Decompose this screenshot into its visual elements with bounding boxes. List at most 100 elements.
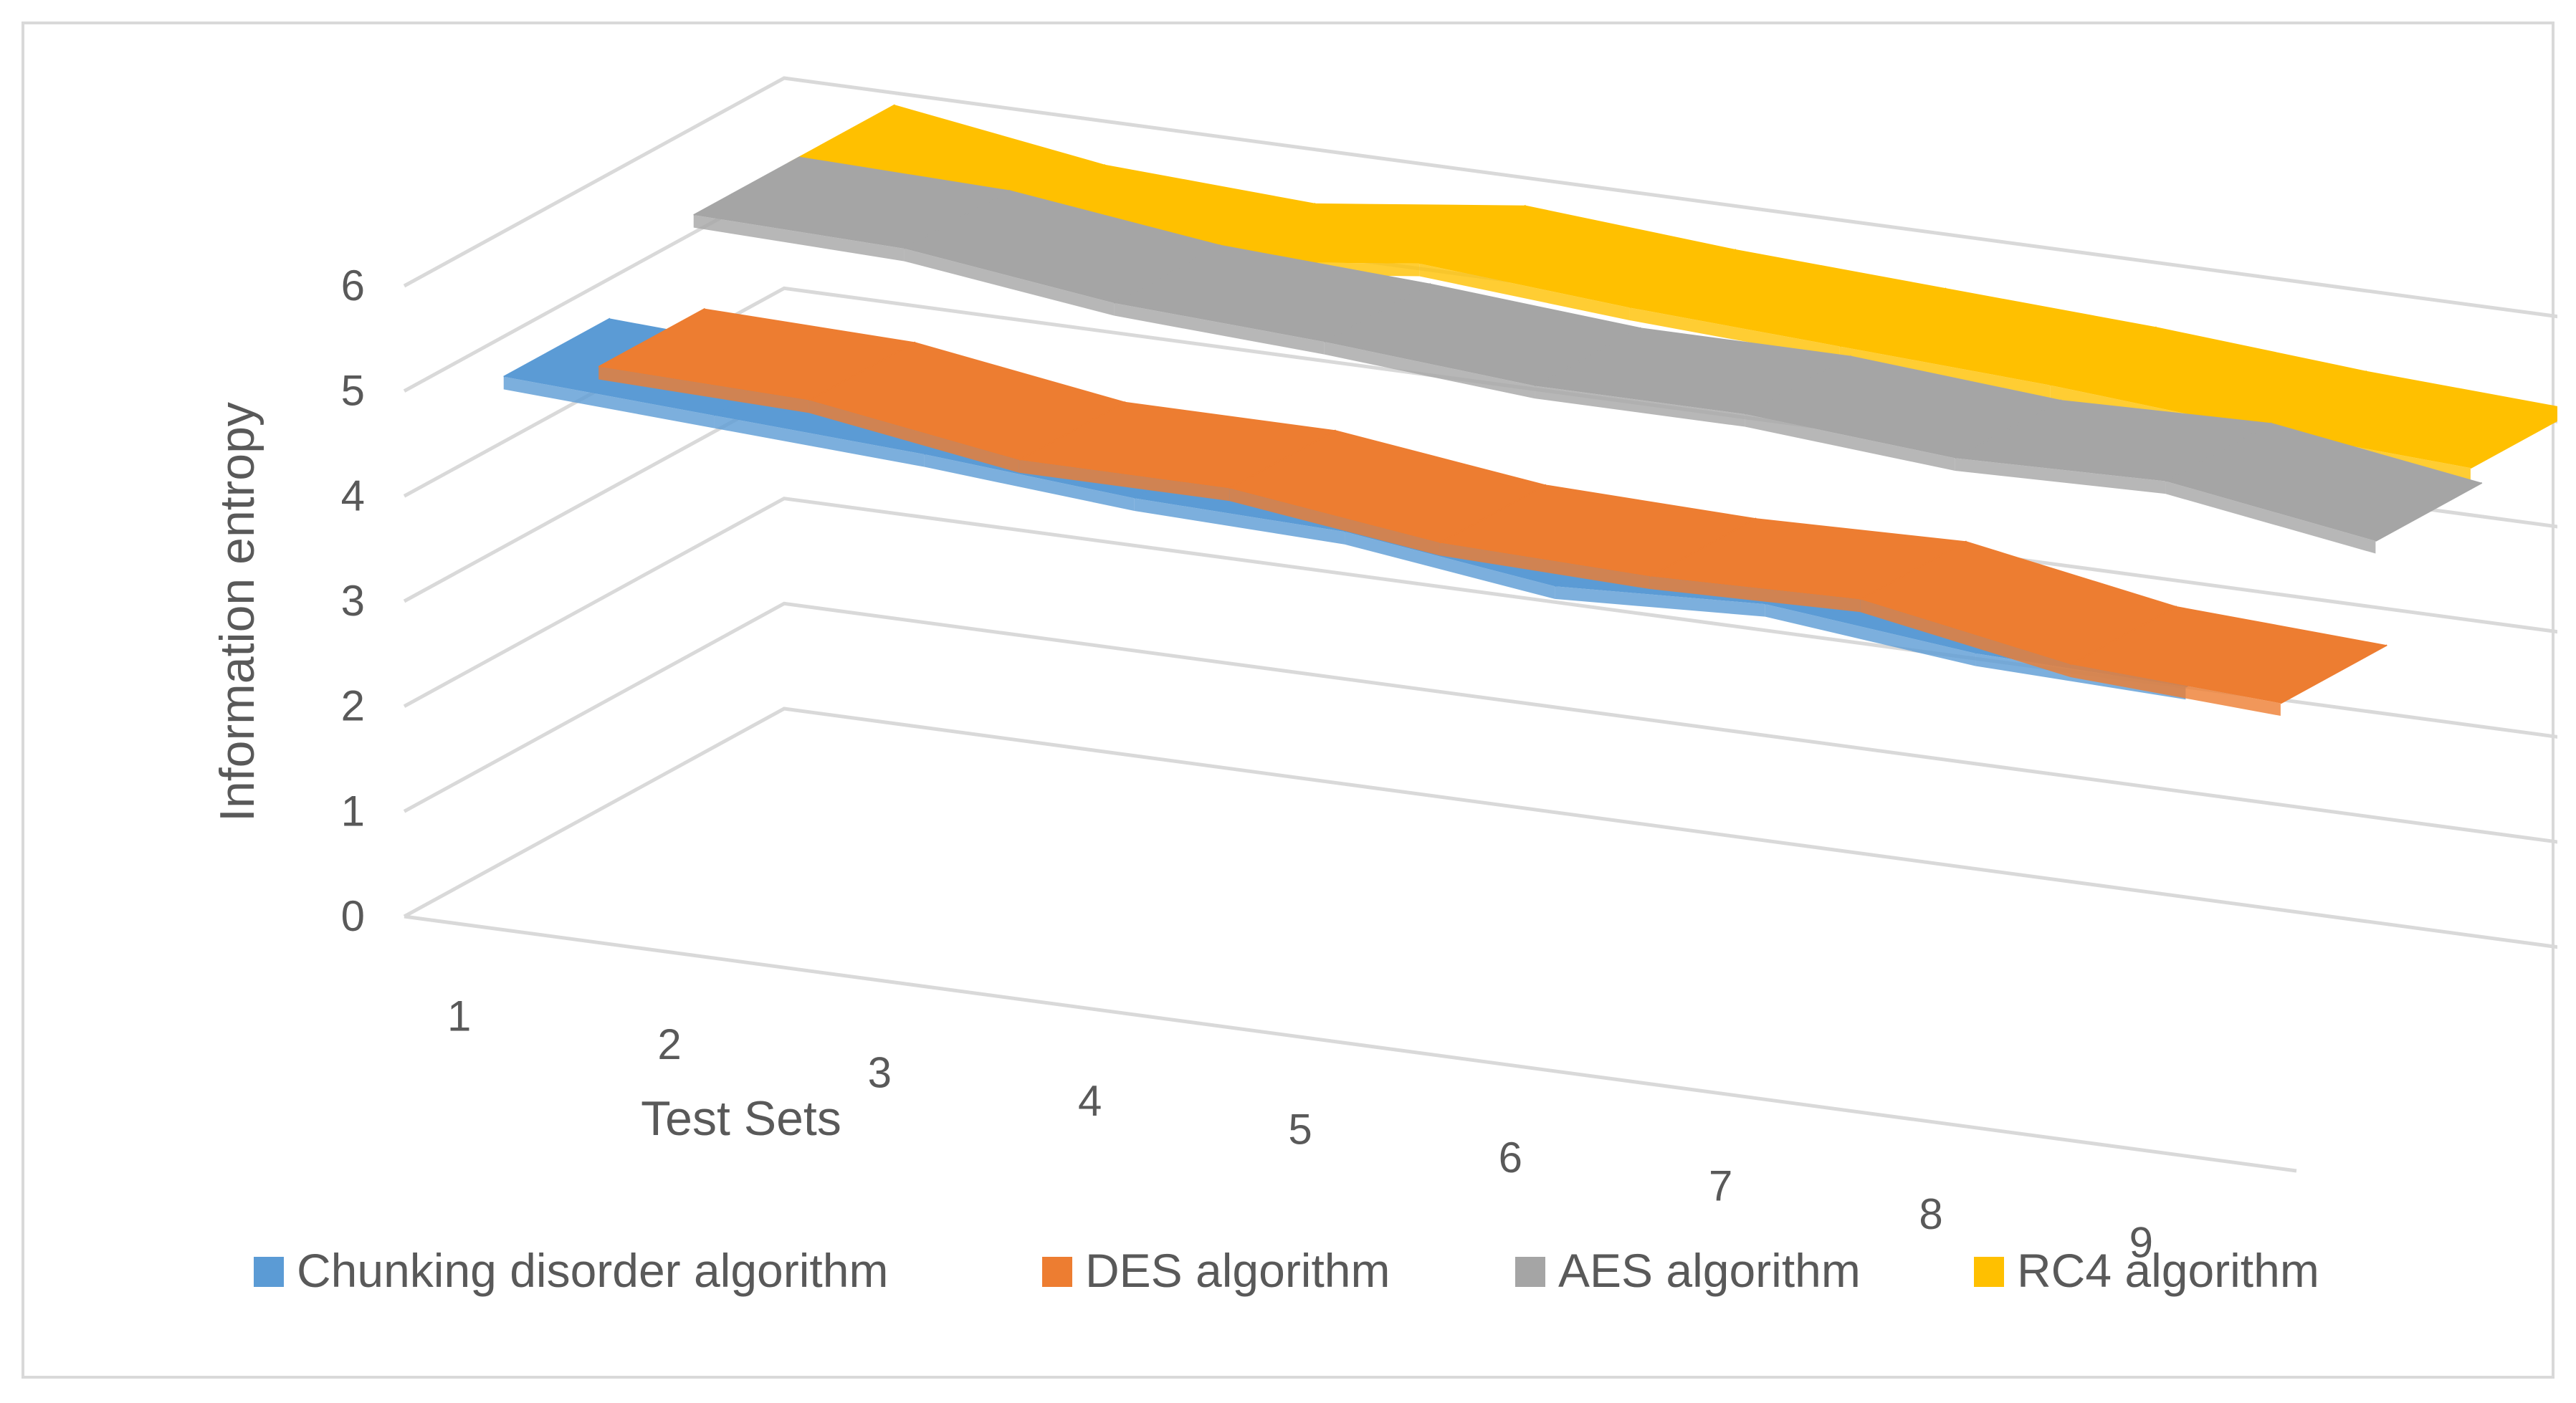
gridline (403, 601, 2557, 844)
series-segment-side (808, 400, 1019, 473)
series-segment (1629, 249, 1947, 347)
data-point (1955, 399, 2062, 459)
series-segment (2165, 423, 2482, 541)
series-segment (1419, 205, 1736, 308)
data-point (1113, 244, 1221, 304)
series-segment-side (1765, 604, 1976, 666)
gridline (403, 707, 2557, 949)
series-segment-side (904, 248, 1115, 316)
series-segment (1955, 400, 2272, 482)
series-segment-side (924, 454, 1135, 512)
series-segment (693, 156, 1011, 249)
data-point (2070, 605, 2177, 666)
y-axis-ticks: 0 1 2 3 4 5 6 (341, 262, 365, 940)
x-tick-label: 6 (1499, 1134, 1522, 1182)
series-segment-side (714, 415, 925, 467)
data-point (2375, 482, 2483, 542)
data-point (2165, 422, 2272, 482)
data-point (1324, 282, 1431, 343)
series-aes-algorithm (693, 155, 2483, 554)
data-point (1019, 401, 1126, 461)
x-axis-ticks: 1 2 3 4 5 6 7 8 9 (447, 992, 2153, 1267)
series-segment-side (1745, 413, 1955, 471)
series-segment (1649, 518, 1967, 600)
series-segment (904, 190, 1221, 303)
series-segment (1860, 541, 2177, 665)
y-tick-label: 6 (341, 262, 365, 310)
y-tick-label: 0 (341, 892, 365, 940)
series-des-algorithm (598, 307, 2387, 717)
series-segment (1745, 355, 2062, 459)
y-tick-label: 5 (341, 367, 365, 415)
data-point (2280, 644, 2387, 704)
legend-swatch (254, 1257, 284, 1287)
x-axis-title: Test Sets (641, 1091, 841, 1146)
series-segment-side (1114, 302, 1325, 355)
data-point (2470, 419, 2557, 469)
x-tick-label: 4 (1078, 1077, 1102, 1125)
series-layer (503, 104, 2557, 717)
legend-swatch (1974, 1257, 2004, 1287)
series-segment (1439, 484, 1757, 577)
series-segment-side (1629, 307, 1840, 360)
legend-swatch (1515, 1257, 1545, 1287)
x-tick-label: 9 (2129, 1218, 2153, 1266)
series-segment (2050, 327, 2367, 430)
series-segment-side (1955, 458, 2166, 494)
series-segment (1019, 401, 1336, 489)
data-point (1649, 517, 1757, 578)
data-point (693, 155, 801, 216)
x-tick-label: 8 (1919, 1190, 1942, 1238)
data-point (598, 307, 706, 368)
series-segment-side (598, 366, 809, 413)
series-segment (1114, 244, 1431, 343)
series-segment (1535, 327, 1851, 414)
data-point (1439, 484, 1547, 544)
y-tick-label: 3 (341, 577, 365, 625)
series-segment-side (1535, 386, 1745, 427)
series-segment (808, 342, 1126, 461)
y-tick-label: 1 (341, 787, 365, 835)
series-segment-side (2165, 481, 2376, 554)
data-point (2260, 370, 2367, 430)
series-segment-side (1345, 532, 1555, 599)
series-segment-side (1134, 498, 1345, 545)
legend: Chunking disorder algorithm DES algorithm… (254, 1244, 2319, 1297)
x-tick-label: 7 (1709, 1162, 1732, 1210)
series-segment (1324, 283, 1641, 386)
x-tick-label: 2 (657, 1020, 681, 1068)
series-segment-side (1839, 346, 2051, 398)
series-segment-side (693, 215, 905, 262)
data-point (503, 317, 611, 378)
data-point (903, 189, 1011, 249)
data-point (2049, 326, 2157, 386)
legend-label: AES algorithm (1558, 1244, 1861, 1297)
data-point (1839, 287, 1947, 348)
series-segment-side (1324, 342, 1535, 399)
y-axis-title: Information entropy (210, 402, 264, 822)
x-tick-label: 3 (868, 1049, 892, 1097)
series-segment-side (1019, 460, 1230, 502)
legend-label: RC4 algorithm (2017, 1244, 2319, 1297)
data-point (1534, 327, 1641, 387)
series-segment-side (1419, 263, 1630, 320)
chart-svg: 0 1 2 3 4 5 6 1 2 3 4 5 6 7 8 9 Information entropy Te… (210, 76, 2557, 1297)
series-segment-side (1649, 576, 1861, 613)
floor-edge (404, 914, 2297, 1173)
data-point (808, 341, 916, 401)
x-tick-label: 1 (447, 992, 471, 1040)
series-segment-side (1229, 488, 1440, 556)
legend-swatch (1042, 1257, 1072, 1287)
data-point (788, 104, 896, 164)
y-tick-label: 4 (341, 471, 365, 519)
legend-label: Chunking disorder algorithm (297, 1244, 888, 1297)
series-segment-side (2070, 664, 2281, 717)
data-point (1859, 540, 1967, 600)
series-segment (2260, 370, 2557, 469)
data-point (1229, 429, 1337, 489)
x-tick-label: 5 (1288, 1106, 1312, 1154)
series-segment-side (1439, 542, 1650, 590)
series-segment (1229, 430, 1546, 543)
gridline (403, 76, 2557, 319)
series-segment (1839, 288, 2157, 386)
